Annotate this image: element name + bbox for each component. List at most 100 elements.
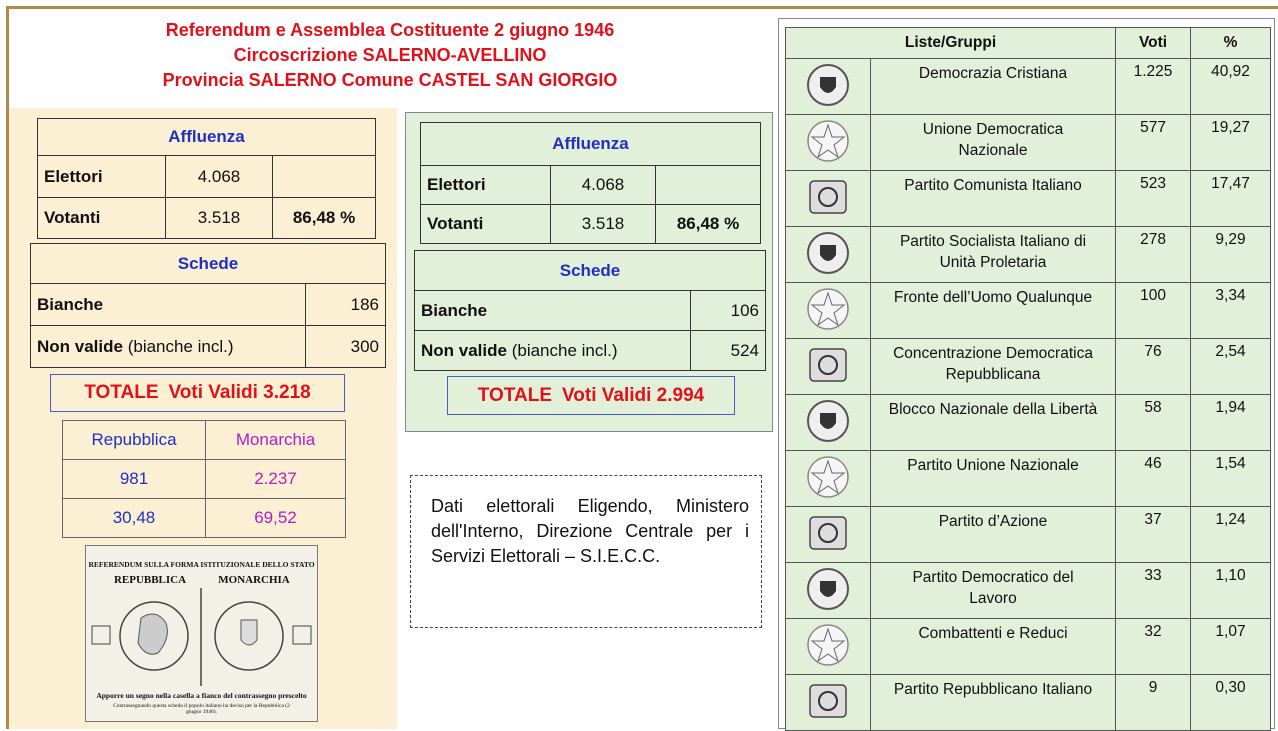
frame-line: [6, 6, 9, 729]
party-name: Partito d’Azione: [938, 513, 1048, 530]
table-cell: 58: [1115, 394, 1192, 451]
table-cell: Affluenza: [36, 118, 377, 156]
schede-table: Schede Bianche 186 Non valide (bianche incl…: [29, 243, 387, 368]
table-row: Blocco Nazionale della Libertà 58 1,94: [785, 394, 1272, 451]
table-cell: 2.237: [205, 459, 346, 499]
table-cell: 46: [1115, 450, 1192, 507]
ballot-option: MONARCHIA: [218, 574, 290, 586]
table-cell: 33: [1115, 562, 1192, 619]
table-cell: %: [1190, 27, 1272, 59]
total-text: Voti Validi 3.218: [168, 382, 311, 403]
table-cell: 30,48: [62, 498, 206, 538]
cell-text: (bianche incl.): [511, 340, 618, 360]
table-row: Elettori 4.068: [37, 155, 377, 198]
table-cell: 278: [1115, 226, 1192, 283]
cell-text: (bianche incl.): [127, 336, 234, 356]
table-cell: 981: [62, 459, 206, 499]
table-cell: 76: [1115, 338, 1192, 395]
party-name: Democrazia Cristiana: [918, 65, 1068, 82]
table-cell: Votanti: [420, 204, 551, 244]
table-cell: [785, 394, 871, 451]
table-cell: 1,10: [1190, 562, 1272, 619]
total-text: Voti Validi 2.994: [562, 385, 705, 406]
table-cell: Partito Socialista Italiano di Unità Pro…: [869, 226, 1117, 283]
table-row: Non valide (bianche incl.) 524: [414, 330, 767, 371]
party-logo: [807, 624, 849, 666]
total-label: TOTALE: [84, 382, 159, 403]
table-cell: [785, 114, 871, 171]
table-cell: Schede: [413, 250, 767, 291]
table-cell: 300: [304, 325, 387, 368]
party-logo: [807, 456, 849, 498]
table-cell: 577: [1115, 114, 1192, 171]
ballot-instruction: Apporre un segno nella casella a fianco …: [96, 691, 307, 700]
ballot-option: REPUBBLICA: [113, 574, 187, 586]
table-cell: [785, 674, 871, 731]
table-row: Schede: [29, 243, 387, 284]
table-cell: 4.068: [165, 155, 273, 198]
total-box: TOTALE Voti Validi 2.994: [447, 376, 735, 415]
table-cell: Affluenza: [419, 122, 762, 166]
title-line: Referendum e Assemblea Costituente 2 giu…: [165, 20, 615, 40]
table-row: Schede: [413, 250, 767, 291]
table-cell: 3.518: [165, 197, 273, 239]
title: Referendum e Assemblea Costituente 2 giu…: [60, 18, 720, 93]
table-cell: Blocco Nazionale della Libertà: [869, 394, 1117, 451]
table-cell: 524: [689, 330, 767, 371]
table-row: Affluenza: [419, 122, 762, 166]
party-name: Concentrazione Democratica Repubblicana: [893, 345, 1093, 383]
affluenza-table: Affluenza Elettori 4.068 Votanti 3.518 86,48 …: [419, 122, 762, 244]
table-cell: Bianche: [414, 290, 691, 331]
party-name: Combattenti e Reduci: [918, 625, 1068, 642]
ballot-caption: Contrassegnando questa scheda il popolo …: [113, 703, 290, 715]
cell-text: Non valide: [421, 340, 507, 360]
table-cell: 37: [1115, 506, 1192, 563]
table-cell: 0,30: [1190, 674, 1272, 731]
referendum-table: Repubblica Monarchia 981 2.237 30,48 69,52: [62, 420, 346, 538]
party-logo: [807, 120, 849, 162]
table-cell: [654, 165, 762, 205]
table-cell: 40,92: [1190, 58, 1272, 115]
party-logo: [809, 516, 847, 550]
table-cell: 1.225: [1115, 58, 1192, 115]
table-row: Votanti 3.518 86,48 %: [420, 204, 762, 244]
table-cell: 100: [1115, 282, 1192, 339]
party-name: Unione Democratica Nazionale: [922, 121, 1064, 159]
table-cell: [785, 450, 871, 507]
table-cell: Non valide (bianche incl.): [414, 330, 691, 371]
table-cell: [785, 506, 871, 563]
table-row: Concentrazione Democratica Repubblicana 7…: [785, 338, 1272, 395]
results-table: Liste/Gruppi Voti% Democrazia Cristiana 1.2…: [784, 27, 1272, 731]
table-row: Partito d’Azione 37 1,24: [785, 506, 1272, 563]
table-row: Affluenza: [36, 118, 377, 156]
table-cell: 69,52: [205, 498, 346, 538]
table-cell: Partito d’Azione: [869, 506, 1117, 563]
table-cell: 4.068: [550, 165, 656, 205]
table-cell: 86,48 %: [271, 197, 377, 239]
party-logo: [807, 400, 849, 442]
table-cell: Concentrazione Democratica Repubblicana: [869, 338, 1117, 395]
table-cell: [785, 618, 871, 675]
table-cell: 19,27: [1190, 114, 1272, 171]
table-cell: 86,48 %: [654, 204, 762, 244]
table-cell: Non valide (bianche incl.): [30, 325, 306, 368]
party-logo: [809, 348, 847, 382]
table-cell: 1,07: [1190, 618, 1272, 675]
party-name: Partito Socialista Italiano di Unità Pro…: [899, 233, 1087, 271]
table-cell: 1,94: [1190, 394, 1272, 451]
table-cell: Monarchia: [205, 420, 346, 460]
table-cell: Votanti: [37, 197, 166, 239]
table-row: Bianche 186: [30, 283, 387, 326]
table-cell: Schede: [29, 243, 387, 284]
table-cell: Unione Democratica Nazionale: [869, 114, 1117, 171]
table-cell: 17,47: [1190, 170, 1272, 227]
party-logo: [809, 684, 847, 718]
schede-table: Schede Bianche 106 Non valide (bianche incl…: [413, 250, 767, 371]
total-box: TOTALE Voti Validi 3.218: [50, 374, 345, 412]
table-cell: [785, 282, 871, 339]
table-cell: Elettori: [420, 165, 551, 205]
table-row: 981 2.237: [62, 459, 346, 499]
table-cell: 186: [304, 283, 387, 326]
party-name: Partito Unione Nazionale: [907, 457, 1079, 474]
table-row: Partito Repubblicano Italiano 9 0,30: [785, 674, 1272, 731]
